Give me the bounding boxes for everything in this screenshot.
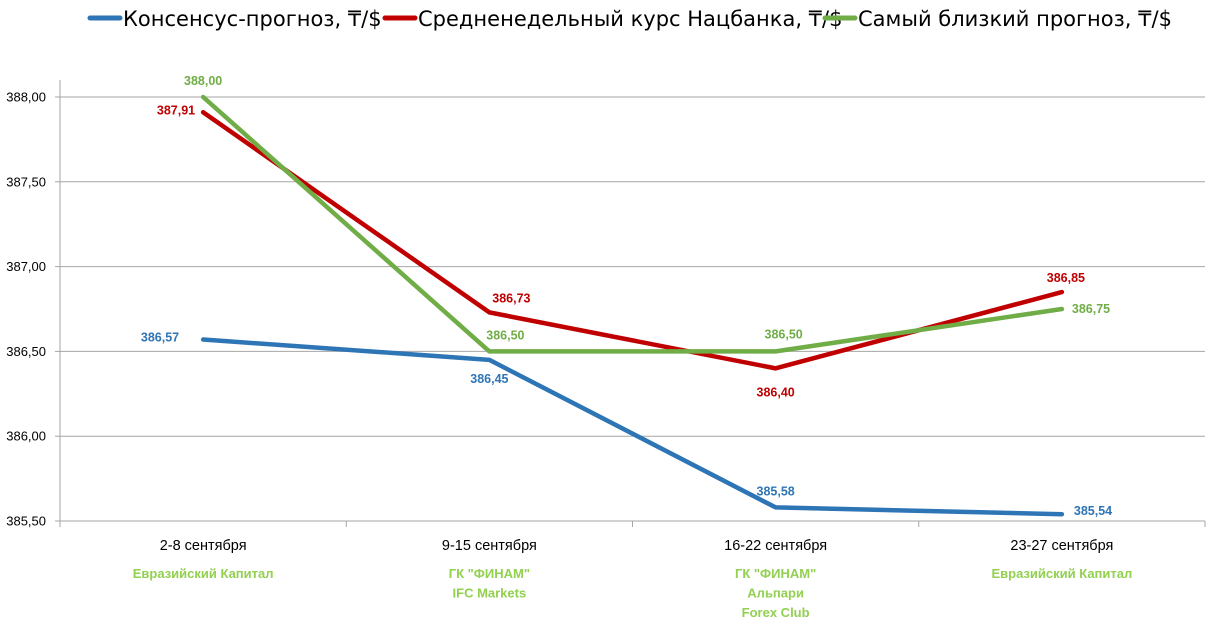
x-category-label: 23-27 сентября xyxy=(1010,538,1113,554)
data-label: 386,85 xyxy=(1047,271,1085,285)
forecaster-name: Forex Club xyxy=(742,605,810,620)
series-line xyxy=(200,337,1065,517)
data-label: 386,45 xyxy=(470,372,508,386)
data-label: 385,58 xyxy=(757,484,795,498)
forecaster-name: Альпари xyxy=(747,586,804,601)
forecaster-name: ГК "ФИНАМ" xyxy=(735,566,816,581)
legend-label: Средненедельный курс Нацбанка, ₸/$ xyxy=(418,7,842,31)
y-tick-label: 388,00 xyxy=(6,90,46,105)
y-tick-label: 387,00 xyxy=(6,259,46,274)
forecaster-name: IFC Markets xyxy=(453,586,527,601)
forecaster-name: Евразийский Капитал xyxy=(991,566,1132,581)
data-label: 385,54 xyxy=(1074,504,1112,518)
legend-label: Консенсус-прогноз, ₸/$ xyxy=(123,7,382,31)
y-tick-label: 387,50 xyxy=(6,174,46,189)
y-tick-label: 386,00 xyxy=(6,429,46,444)
data-label: 386,50 xyxy=(486,328,524,342)
forecaster-name: ГК "ФИНАМ" xyxy=(449,566,530,581)
data-label: 388,00 xyxy=(184,74,222,88)
x-category-label: 2-8 сентября xyxy=(160,538,247,554)
series-lines xyxy=(200,94,1065,517)
forecaster-name: Евразийский Капитал xyxy=(133,566,274,581)
legend-label: Самый близкий прогноз, ₸/$ xyxy=(858,7,1172,31)
x-axis-categories: 2-8 сентября Евразийский Капитал 9-15 сент… xyxy=(133,538,1133,620)
x-category-label: 9-15 сентября xyxy=(442,538,537,554)
grid-lines xyxy=(60,96,1205,522)
data-label: 386,57 xyxy=(141,331,179,345)
data-label: 386,50 xyxy=(765,327,803,341)
data-label: 387,91 xyxy=(157,103,195,117)
y-tick-label: 385,50 xyxy=(6,514,46,529)
legend: Консенсус-прогноз, ₸/$ Средненедельный ку… xyxy=(87,7,1172,31)
series-line xyxy=(200,94,1065,354)
x-category-label: 16-22 сентября xyxy=(724,538,827,554)
data-label: 386,73 xyxy=(492,291,530,305)
y-tick-label: 386,50 xyxy=(6,344,46,359)
data-label: 386,75 xyxy=(1072,302,1110,316)
y-axis-ticks: 388,00 387,50 387,00 386,50 386,00 385,50 xyxy=(6,90,60,529)
data-labels: 386,57 386,45 385,58 385,54 387,91 386,73 386,… xyxy=(141,74,1112,518)
data-label: 386,40 xyxy=(757,385,795,399)
axes xyxy=(59,80,1206,527)
